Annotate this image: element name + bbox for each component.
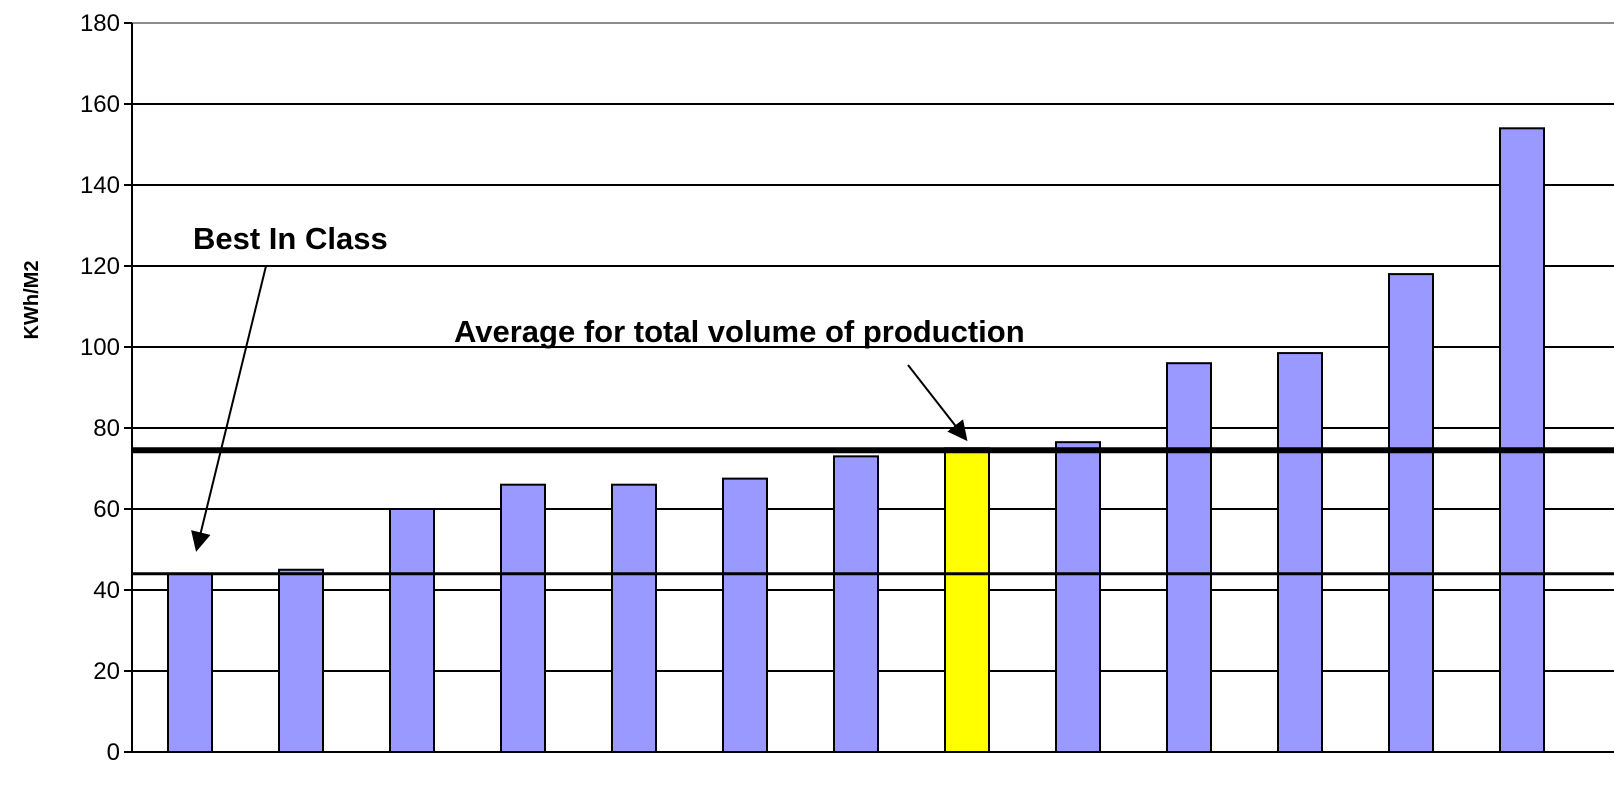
bar	[278, 568, 324, 753]
y-tick-label: 20	[93, 658, 120, 685]
y-tick-label: 120	[80, 253, 120, 280]
best-in-class-annotation: Best In Class	[193, 221, 388, 256]
y-tick-label: 180	[80, 10, 120, 37]
y-tick-label: 140	[80, 172, 120, 199]
y-tick-label: 40	[93, 577, 120, 604]
bar	[1166, 362, 1212, 753]
bar	[167, 572, 213, 753]
bar	[1277, 352, 1323, 753]
bar	[1388, 273, 1434, 753]
average-annotation: Average for total volume of production	[454, 314, 1025, 349]
best-in-class-arrow	[191, 265, 267, 552]
bar-highlighted	[944, 447, 990, 753]
bar	[500, 483, 546, 753]
bar	[389, 508, 435, 753]
gridlines	[132, 22, 1614, 672]
y-axis-ticks: 0 20 40 60 80 100 120 140 160 180	[80, 10, 132, 766]
bar	[1499, 127, 1545, 754]
y-tick-label: 160	[80, 91, 120, 118]
y-tick-label: 60	[93, 496, 120, 523]
bar	[833, 455, 879, 753]
reference-lines	[132, 447, 1614, 576]
average-arrow	[907, 364, 968, 442]
y-tick-label: 80	[93, 415, 120, 442]
y-axis-title: KWh/M2	[21, 261, 43, 340]
bar	[1055, 441, 1101, 753]
y-tick-label: 0	[107, 739, 120, 766]
bar	[611, 483, 657, 753]
bar	[722, 477, 768, 753]
y-tick-label: 100	[80, 334, 120, 361]
